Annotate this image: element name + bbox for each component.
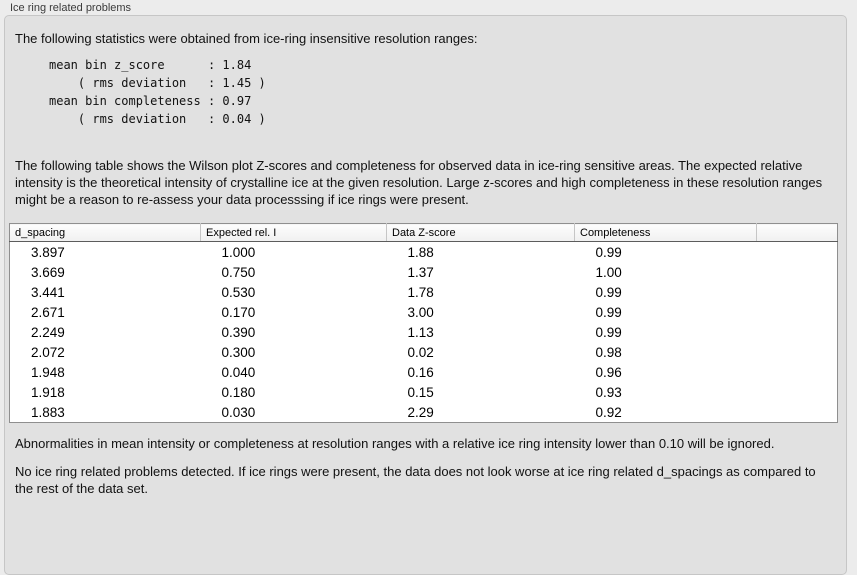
conclusion-text: No ice ring related problems detected. I… <box>15 464 816 496</box>
column-header-expected-rel-i[interactable]: Expected rel. I <box>200 223 387 242</box>
table-row[interactable]: 2.249 0.390 1.13 0.99 <box>31 324 622 340</box>
ice-ring-table: d_spacing Expected rel. I Data Z-score C… <box>9 223 838 423</box>
column-header-completeness[interactable]: Completeness <box>574 223 757 242</box>
table-row[interactable]: 3.441 0.530 1.78 0.99 <box>31 284 622 300</box>
table-row[interactable]: 2.671 0.170 3.00 0.99 <box>31 304 622 320</box>
stats-intro-text: The following statistics were obtained f… <box>15 31 478 46</box>
table-row[interactable]: 3.897 1.000 1.88 0.99 <box>31 244 622 260</box>
ice-ring-panel: The following statistics were obtained f… <box>4 15 847 575</box>
column-header-empty <box>756 223 838 242</box>
stats-line-mean-zscore: mean bin z_score : 1.84 <box>49 58 252 72</box>
table-row[interactable]: 3.669 0.750 1.37 1.00 <box>31 264 622 280</box>
stats-line-zscore-rms: ( rms deviation : 1.45 ) <box>49 76 266 90</box>
column-header-d-spacing[interactable]: d_spacing <box>9 223 201 242</box>
table-row[interactable]: 2.072 0.300 0.02 0.98 <box>31 344 622 360</box>
column-header-data-z-score[interactable]: Data Z-score <box>386 223 575 242</box>
table-description: The following table shows the Wilson plo… <box>15 158 823 207</box>
group-box-title: Ice ring related problems <box>10 2 132 14</box>
ignore-threshold-note: Abnormalities in mean intensity or compl… <box>15 436 775 451</box>
table-row[interactable]: 1.918 0.180 0.15 0.93 <box>31 384 622 400</box>
table-row[interactable]: 1.883 0.030 2.29 0.92 <box>31 404 622 420</box>
table-header-row: d_spacing Expected rel. I Data Z-score C… <box>9 223 838 242</box>
stats-line-mean-completeness: mean bin completeness : 0.97 <box>49 94 252 108</box>
stats-line-completeness-rms: ( rms deviation : 0.04 ) <box>49 112 266 126</box>
table-row[interactable]: 1.948 0.040 0.16 0.96 <box>31 364 622 380</box>
stats-block: mean bin z_score : 1.84 ( rms deviation … <box>49 56 836 128</box>
